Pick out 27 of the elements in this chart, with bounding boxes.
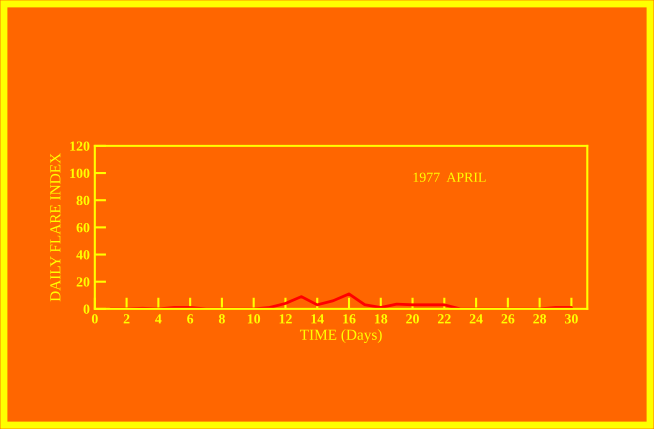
x-tick-label: 8: [218, 314, 225, 324]
x-axis-title: TIME (Days): [300, 329, 382, 344]
x-tick-label: 2: [124, 314, 130, 324]
x-tick-label: 20: [406, 314, 419, 324]
y-axis-title: DAILY FLARE INDEX: [50, 153, 60, 302]
annotation: 1977 APRIL: [414, 172, 486, 182]
y-tick-label: 100: [70, 168, 90, 178]
x-tick-label: 18: [374, 314, 388, 324]
x-tick-label: 10: [248, 314, 260, 324]
x-tick-label: 16: [343, 314, 356, 324]
y-tick-label: 20: [76, 277, 90, 287]
x-tick-label: 12: [280, 314, 292, 324]
x-tick-label: 4: [155, 314, 162, 324]
x-tick-label: 26: [502, 314, 514, 324]
x-tick-label: 30: [564, 314, 578, 324]
y-tick-label: 40: [76, 250, 90, 260]
y-tick-label: 60: [76, 222, 90, 232]
x-tick-label: 6: [187, 314, 194, 324]
y-tick-label: 80: [76, 196, 90, 206]
y-tick-label: 0: [84, 304, 90, 314]
x-tick-label: 24: [470, 314, 483, 324]
x-tick-label: 28: [533, 314, 546, 324]
line-series: [109, 292, 573, 309]
x-tick-label: 14: [311, 314, 324, 324]
x-tick-label: 0: [92, 314, 98, 324]
y-tick-label: 120: [70, 141, 90, 151]
x-tick-label: 22: [438, 314, 451, 324]
